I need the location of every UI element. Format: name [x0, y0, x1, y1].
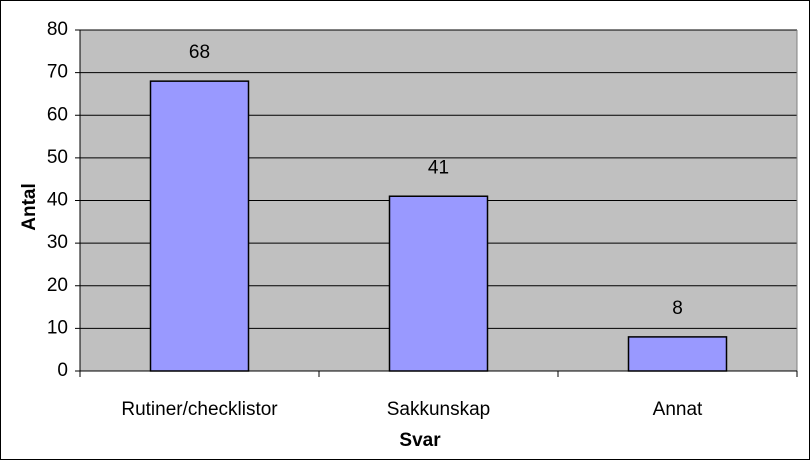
x-axis-label: Svar	[399, 430, 441, 451]
y-axis-label: Antal	[19, 183, 40, 231]
y-tick-label: 10	[47, 317, 68, 338]
bar	[149, 80, 250, 372]
y-tick-label: 40	[47, 190, 68, 211]
y-tick-label: 70	[47, 62, 68, 83]
data-label: 68	[189, 42, 210, 63]
y-tick-label: 60	[47, 104, 68, 125]
x-tick-label: Rutiner/checklistor	[121, 399, 278, 420]
x-tick-label: Sakkunskap	[387, 399, 491, 420]
y-tick-label: 80	[47, 19, 68, 40]
x-tick-label: Annat	[653, 399, 703, 420]
y-tick-label: 50	[47, 147, 68, 168]
data-label: 41	[428, 157, 449, 178]
y-tick-label: 30	[47, 232, 68, 253]
y-tick-label: 20	[47, 275, 68, 296]
bar	[388, 195, 489, 372]
data-label: 8	[672, 298, 683, 319]
bar	[627, 336, 728, 372]
y-tick-label: 0	[57, 360, 68, 381]
